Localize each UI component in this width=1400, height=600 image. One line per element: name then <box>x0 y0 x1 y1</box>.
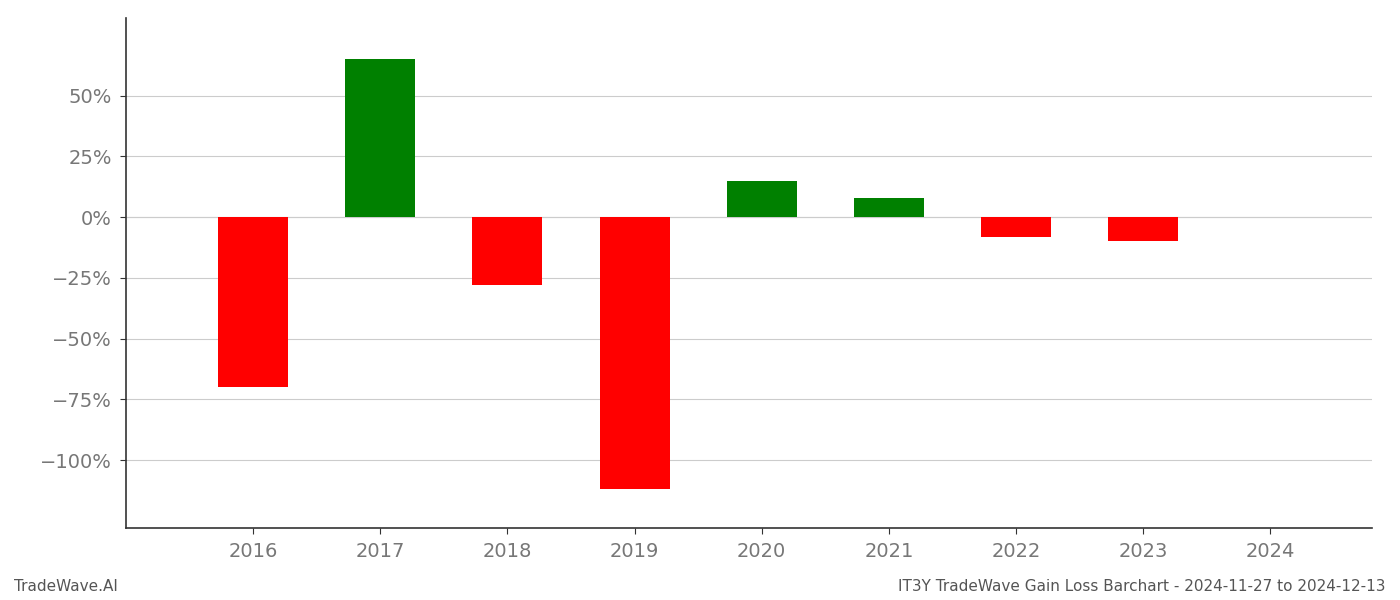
Bar <box>854 198 924 217</box>
Bar <box>727 181 797 217</box>
Bar <box>346 59 416 217</box>
Bar <box>218 217 288 387</box>
Bar <box>1109 217 1179 241</box>
Text: IT3Y TradeWave Gain Loss Barchart - 2024-11-27 to 2024-12-13: IT3Y TradeWave Gain Loss Barchart - 2024… <box>899 579 1386 594</box>
Bar <box>981 217 1051 236</box>
Text: TradeWave.AI: TradeWave.AI <box>14 579 118 594</box>
Bar <box>599 217 669 489</box>
Bar <box>472 217 542 285</box>
